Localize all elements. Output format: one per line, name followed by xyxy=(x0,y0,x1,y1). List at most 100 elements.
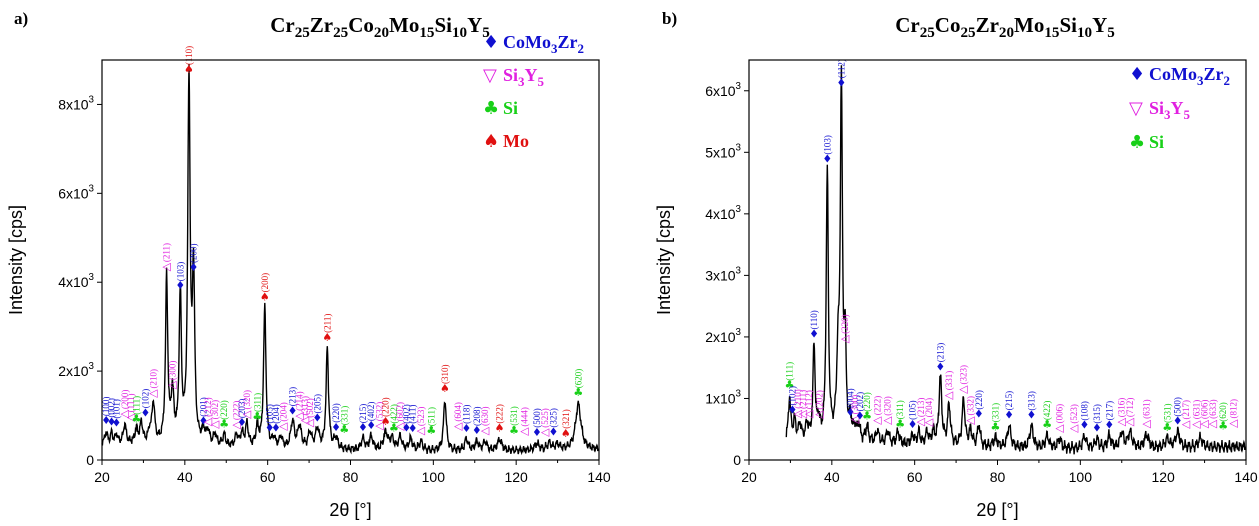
y-tick-label-b-2000: 2x103 xyxy=(705,327,741,345)
peak-label-a-11: (110) xyxy=(184,46,194,65)
legend-label-a-2: Si xyxy=(503,98,518,118)
peak-marker-a-7: ◁ xyxy=(149,386,158,399)
panel-label-b: b) xyxy=(662,9,677,28)
plot-frame-a xyxy=(101,59,600,461)
peak-label-a-14: (212) xyxy=(203,397,213,417)
peak-label-b-8: (112) xyxy=(836,59,846,78)
legend-label-b-2: Si xyxy=(1149,132,1164,152)
peak-marker-a-18: ♦ xyxy=(237,416,247,429)
peak-label-a-28: (502) xyxy=(305,398,315,418)
peak-marker-b-24: ♦ xyxy=(974,408,984,421)
peak-marker-a-9: ◁ xyxy=(168,378,177,391)
peak-marker-b-18: ◁ xyxy=(917,415,926,428)
peak-label-a-26: (214) xyxy=(295,391,305,411)
peak-marker-b-5: ♦ xyxy=(809,327,819,340)
x-axis-label-b: 2θ [°] xyxy=(976,500,1018,520)
peak-label-b-21: (331) xyxy=(944,371,954,391)
peak-marker-a-31: ♦ xyxy=(331,421,341,434)
peak-label-b-31: (108) xyxy=(1079,401,1089,421)
peak-marker-b-43: ♣ xyxy=(1218,420,1228,433)
peak-marker-b-4: ◁ xyxy=(805,407,814,420)
peak-label-a-39: (402) xyxy=(401,404,411,424)
peak-label-a-54: (321) xyxy=(561,409,571,429)
peak-label-a-48: (222) xyxy=(495,404,505,423)
peak-marker-a-29: ♦ xyxy=(312,412,322,425)
peak-label-b-41: (606) xyxy=(1200,400,1210,420)
peak-label-a-52: (525) xyxy=(540,408,550,428)
peak-marker-a-51: ♦ xyxy=(532,426,542,439)
peak-label-a-20: (311) xyxy=(252,393,262,412)
peak-label-b-4: (112) xyxy=(804,390,814,409)
peak-label-a-8: (211) xyxy=(162,243,172,262)
peak-marker-b-7: ♦ xyxy=(822,153,832,166)
peak-label-a-36: (220) xyxy=(381,397,391,417)
peak-marker-b-38: ♦ xyxy=(1173,415,1183,428)
xrd-trace-b xyxy=(785,65,1247,455)
x-tick-label-a-120: 120 xyxy=(504,469,528,485)
peak-label-b-20: (213) xyxy=(935,343,945,363)
peak-label-a-12: (200) xyxy=(189,243,199,263)
peak-label-a-18: (203) xyxy=(237,399,247,419)
peak-marker-a-1: ♦ xyxy=(107,416,117,429)
peak-marker-b-1: ♦ xyxy=(788,403,798,416)
peak-marker-a-11: ♠ xyxy=(184,63,194,76)
x-tick-label-b-80: 80 xyxy=(990,469,1006,485)
peak-marker-a-47: ◁ xyxy=(481,424,490,437)
peak-label-a-24: (204) xyxy=(278,402,288,422)
peak-marker-a-26: ◁ xyxy=(295,409,304,422)
peak-marker-b-40: ◁ xyxy=(1192,417,1201,430)
peak-marker-b-21: ◁ xyxy=(945,388,954,401)
y-tick-label-a-4000: 4x103 xyxy=(58,272,94,290)
peak-label-a-45: (118) xyxy=(461,405,471,424)
peak-marker-b-16: ♣ xyxy=(895,417,905,430)
y-tick-label-a-2000: 2x103 xyxy=(58,361,94,379)
peak-marker-b-29: ◁ xyxy=(1055,421,1064,434)
peak-marker-b-28: ♣ xyxy=(1042,418,1052,431)
peak-marker-a-43: ♠ xyxy=(440,382,450,395)
peak-marker-a-45: ♦ xyxy=(462,422,472,435)
peak-marker-a-15: ◁ xyxy=(211,417,220,430)
peak-label-a-3: (200) xyxy=(120,390,130,410)
x-tick-label-b-40: 40 xyxy=(824,469,840,485)
peak-marker-a-14: ◁ xyxy=(204,415,213,428)
peak-marker-a-38: ◁ xyxy=(396,419,405,432)
x-tick-label-b-60: 60 xyxy=(907,469,923,485)
peak-marker-b-23: ◁ xyxy=(966,414,975,427)
peak-label-a-15: (302) xyxy=(210,400,220,420)
peak-marker-a-42: ♣ xyxy=(426,424,436,437)
peak-marker-b-12: ♦ xyxy=(855,409,865,422)
peak-marker-a-16: ♣ xyxy=(219,418,229,431)
peak-marker-b-3: ◁ xyxy=(799,407,808,420)
peak-label-a-13: (201) xyxy=(198,397,208,417)
xrd-trace-a xyxy=(101,64,600,456)
peak-marker-b-8: ♦ xyxy=(836,76,846,89)
peak-marker-b-10: ♦ xyxy=(846,406,856,419)
y-axis-label-a: Intensity [cps] xyxy=(6,205,26,315)
peak-label-a-30: (211) xyxy=(322,314,332,333)
panel-b: b) Cr25Co25Zr20Mo15Si10Y5♣(111)♦(102)◁(21… xyxy=(654,9,1258,520)
peak-marker-b-11: ◁ xyxy=(851,412,860,425)
peak-marker-b-30: ◁ xyxy=(1070,422,1079,435)
peak-label-a-6: (102) xyxy=(140,389,150,409)
peak-label-b-36: (631) xyxy=(1142,399,1152,419)
y-tick-label-b-3000: 3x103 xyxy=(705,265,741,283)
peak-label-a-35: (532) xyxy=(374,402,384,422)
peak-marker-a-10: ♦ xyxy=(175,279,185,292)
peak-label-a-49: (531) xyxy=(509,406,519,426)
peak-label-a-38: (602) xyxy=(395,402,405,422)
peak-label-a-46: (208) xyxy=(472,406,482,426)
peak-marker-b-42: ◁ xyxy=(1209,417,1218,430)
peak-marker-b-35: ◁ xyxy=(1126,415,1135,428)
peak-marker-a-27: ◁ xyxy=(301,413,310,426)
peak-marker-a-22: ♦ xyxy=(265,422,275,435)
peak-marker-a-50: ◁ xyxy=(520,425,529,438)
x-tick-label-a-140: 140 xyxy=(587,469,611,485)
peak-marker-b-44: ◁ xyxy=(1229,416,1238,429)
peak-label-b-40: (631) xyxy=(1191,400,1201,420)
peak-label-a-41: (523) xyxy=(416,407,426,427)
peak-marker-a-25: ♦ xyxy=(288,404,298,417)
peak-marker-a-3: ◁ xyxy=(121,407,130,420)
peak-label-b-7: (103) xyxy=(822,135,832,155)
peak-label-b-27: (313) xyxy=(1026,391,1036,411)
